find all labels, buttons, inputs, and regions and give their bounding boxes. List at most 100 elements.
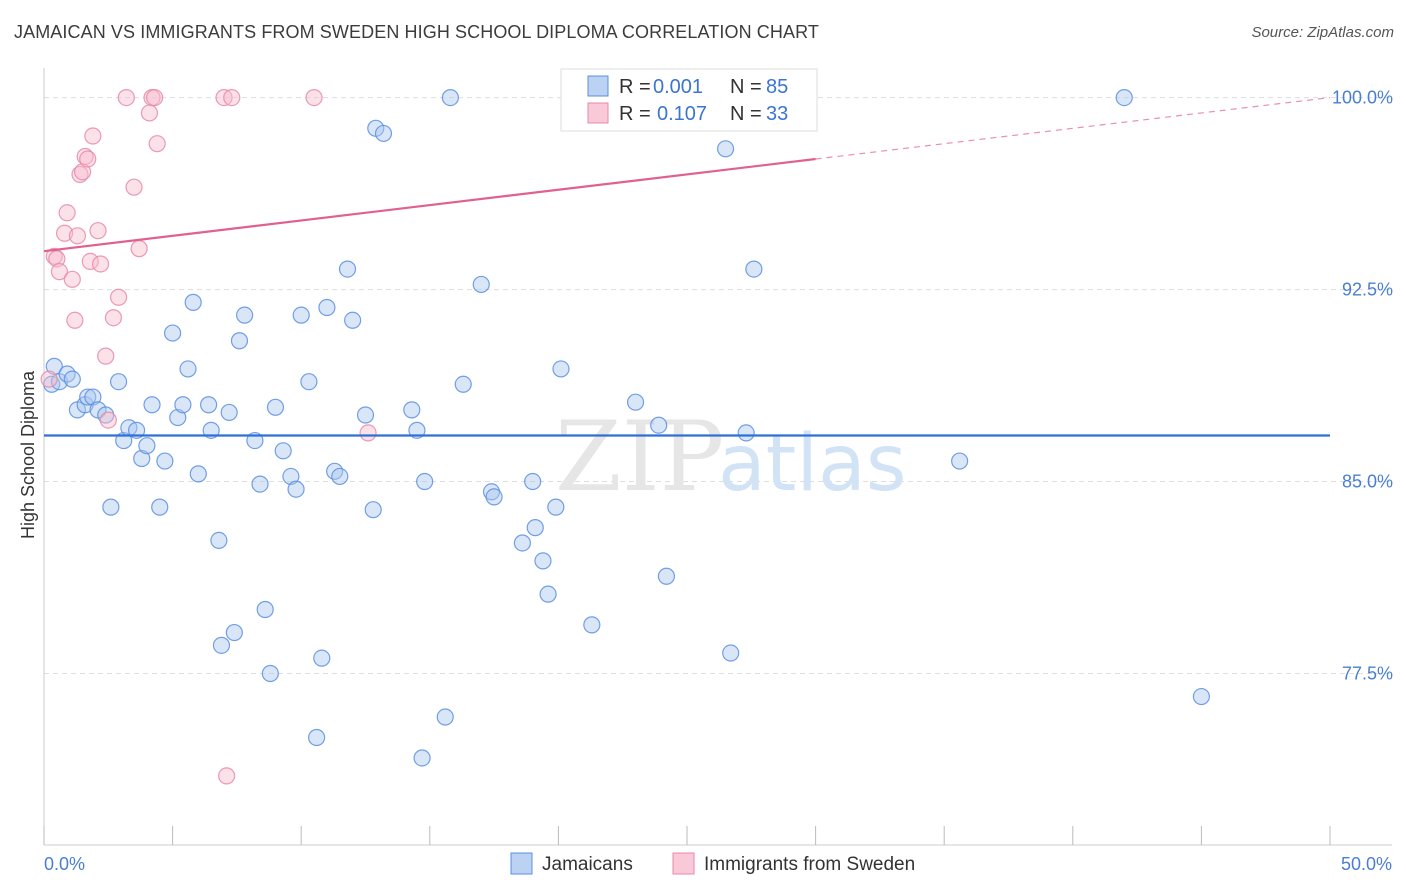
sweden-point: [81, 252, 99, 271]
jamaican-point: [261, 664, 279, 683]
sweden-point: [50, 263, 69, 281]
jamaican-point: [115, 431, 133, 450]
chart-source: Source: ZipAtlas.com: [1251, 24, 1394, 41]
sweden-point: [79, 150, 97, 168]
legend-r-value-sweden: 0.107: [657, 103, 707, 125]
jamaican-point: [200, 396, 218, 414]
sweden-point: [71, 165, 89, 183]
jamaican-point: [109, 373, 128, 391]
correlation-legend: R = 0.001 N = 85 R = 0.107 N = 33: [560, 68, 818, 132]
bottom-legend-swatch-sweden: [672, 852, 695, 875]
labels-layer: 77.5% 85.0% 92.5% 100.0% 0.0% 50.0%: [44, 88, 1393, 874]
legend-swatch-sweden: [587, 102, 609, 124]
jamaican-point: [1115, 88, 1133, 107]
jamaican-point: [526, 519, 544, 537]
jamaican-point: [179, 360, 197, 378]
jamaican-point: [210, 531, 228, 550]
jamaican-point: [138, 437, 156, 455]
jamaican-point: [413, 749, 431, 767]
jamaican-point: [737, 424, 755, 442]
jamaican-point: [63, 370, 81, 388]
sweden-point: [99, 411, 117, 429]
jamaican-point: [266, 398, 285, 416]
bottom-legend-swatch-jamaicans: [510, 852, 533, 875]
jamaican-point: [184, 293, 202, 311]
sweden-point: [109, 288, 128, 306]
sweden-point: [63, 270, 81, 288]
legend-swatch-jamaicans: [587, 75, 609, 97]
bottom-legend-label-jamaicans: Jamaicans: [542, 854, 633, 875]
sweden-point: [84, 127, 102, 145]
jamaican-point: [84, 388, 102, 406]
jamaican-point: [951, 452, 969, 470]
sweden-point: [55, 224, 74, 242]
sweden-point: [140, 104, 159, 122]
trend-layer: [43, 97, 1331, 437]
jamaican-point: [626, 393, 645, 411]
y-tick-label: 85.0%: [1342, 472, 1393, 492]
sweden-point: [48, 250, 66, 268]
jamaican-point: [220, 403, 238, 422]
axes-layer: [43, 68, 1392, 846]
jamaican-point: [716, 140, 735, 158]
points-layer: [40, 88, 1211, 785]
series-legend: Jamaicans Immigrants from Sweden: [510, 852, 915, 875]
jamaican-point: [251, 475, 269, 493]
sweden-point: [145, 88, 164, 107]
jamaican-point: [364, 501, 382, 519]
watermark-atlas: atlas: [718, 419, 907, 509]
jamaican-point: [174, 396, 192, 414]
legend-r-value-jamaicans: 0.001: [653, 76, 703, 98]
sweden-point: [148, 135, 166, 153]
jamaican-point: [282, 467, 300, 486]
jamaican-point: [127, 421, 146, 439]
jamaican-point: [58, 365, 76, 383]
sweden-point: [125, 178, 143, 196]
jamaican-point: [552, 360, 570, 378]
sweden-point: [58, 204, 76, 222]
grid-layer: [44, 97, 1392, 675]
jamaican-point: [202, 421, 220, 439]
jamaican-point: [722, 644, 740, 662]
jamaican-point: [169, 408, 187, 427]
jamaican-point: [356, 406, 375, 424]
jamaican-point: [246, 431, 264, 450]
jamaican-point: [416, 472, 434, 491]
jamaican-point: [45, 357, 63, 375]
sweden-point: [66, 311, 84, 329]
sweden-point: [359, 424, 377, 442]
legend-n-value-sweden: 33: [766, 103, 788, 125]
jamaican-point: [318, 298, 336, 317]
jamaican-point: [485, 488, 503, 506]
jamaican-point: [539, 585, 557, 603]
jamaican-point: [151, 498, 169, 516]
jamaican-point: [338, 260, 357, 278]
watermark-zip: ZIP: [555, 401, 724, 513]
jamaican-point: [374, 124, 393, 143]
jamaican-point: [441, 88, 459, 107]
jamaican-point: [408, 421, 426, 439]
jamaican-point: [326, 462, 344, 480]
y-tick-label: 92.5%: [1342, 280, 1393, 300]
sweden-point: [76, 147, 94, 166]
bottom-legend-label-sweden: Immigrants from Sweden: [704, 854, 915, 875]
sweden-point: [305, 88, 323, 107]
y-tick-label: 77.5%: [1342, 664, 1393, 684]
jamaican-point: [547, 498, 565, 516]
jamaican-point: [230, 332, 249, 350]
legend-r-label-sweden: R =: [619, 103, 651, 125]
x-tick-label-min: 0.0%: [44, 854, 85, 874]
sweden-point: [40, 370, 58, 388]
jamaican-point: [236, 306, 254, 324]
jamaican-point: [189, 465, 207, 483]
sweden-point: [91, 255, 110, 273]
jamaican-point: [212, 636, 231, 654]
y-tick-label: 100.0%: [1332, 88, 1393, 108]
sweden-point: [68, 227, 87, 245]
jamaican-point: [102, 498, 120, 516]
jamaican-point: [1192, 687, 1211, 706]
sweden-point: [223, 88, 241, 107]
jamaican-point: [436, 708, 454, 726]
sweden-point: [130, 240, 148, 258]
